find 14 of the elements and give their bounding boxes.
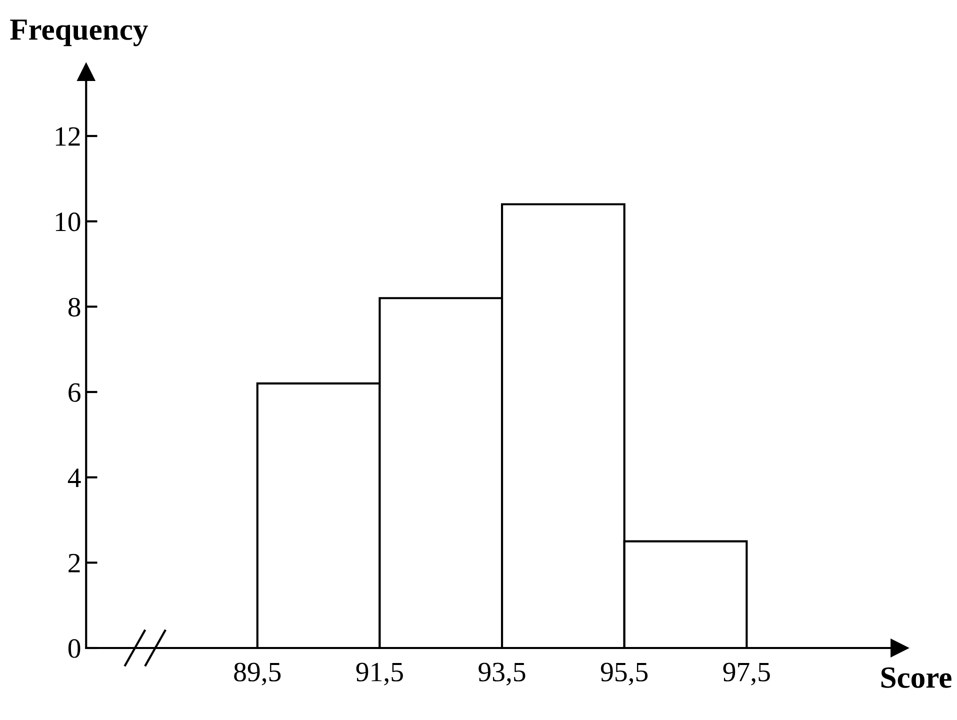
x-tick-label: 89,5 [234,662,281,686]
y-tick-label: 0 [68,639,80,658]
x-tick-label: 95,5 [600,662,648,686]
y-tick-label: 12 [56,127,80,146]
y-axis-title: Frequency [10,20,148,46]
y-tick-label: 4 [68,468,81,487]
x-tick-label: 93,5 [478,662,526,686]
y-tick-label: 6 [68,383,80,402]
y-tick-label: 8 [68,298,80,317]
y-tick-label: 10 [56,212,80,232]
x-tick-label: 91,5 [356,662,403,686]
x-axis-title: Score [881,667,952,688]
x-tick-label: 97,5 [723,662,770,686]
y-tick-label: 2 [68,554,80,572]
